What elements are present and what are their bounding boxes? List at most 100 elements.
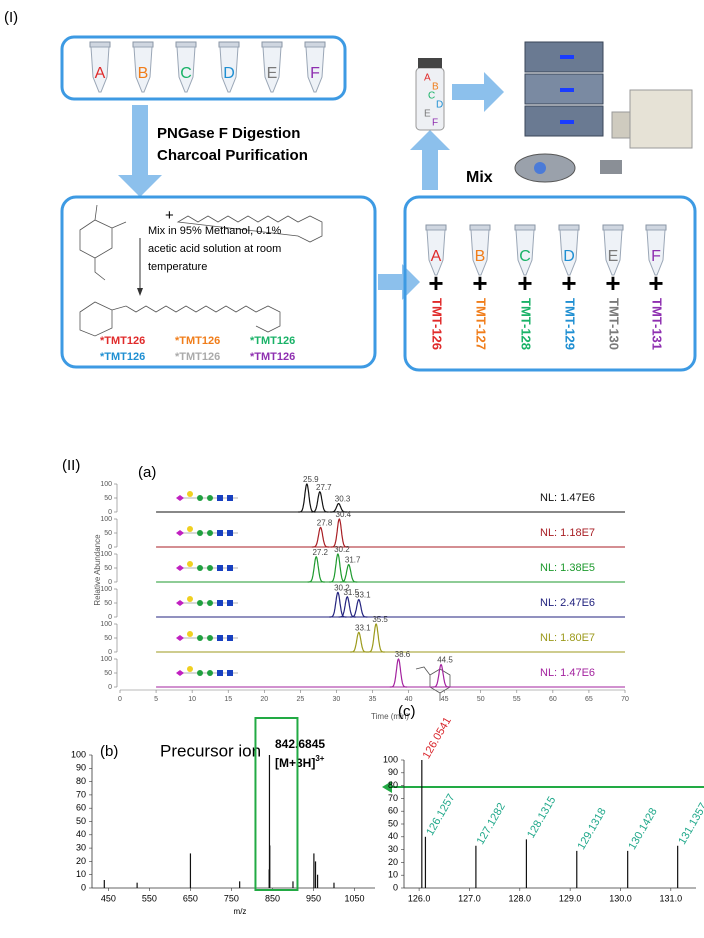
peak-label: 27.8 (317, 519, 333, 528)
y-tick-label: 80 (76, 776, 86, 786)
glycan (217, 600, 223, 606)
glycan (187, 526, 193, 532)
peak-label: 128.1315 (525, 795, 558, 841)
y-tick-label: 90 (76, 763, 86, 773)
vial-letter: E (424, 109, 431, 120)
peak-label: 44.5 (437, 656, 453, 665)
subpanel-label: (a) (138, 464, 156, 481)
tube-cap (132, 41, 154, 48)
glycan (217, 635, 223, 641)
x-tick-label: 750 (224, 893, 239, 903)
tube-cap (218, 41, 240, 48)
peak-label: 31.5 (343, 588, 359, 597)
step-text: PNGase F Digestion (157, 125, 300, 142)
peak (329, 591, 347, 618)
x-axis-label: Time (min) (371, 712, 409, 721)
glycan (207, 600, 213, 606)
peak-label: 126.1257 (424, 792, 457, 838)
tube-cap (514, 224, 536, 231)
y-tick-label: 40 (388, 831, 398, 841)
glycan (217, 495, 223, 501)
x-tick-label: 45 (441, 696, 449, 703)
glycan (227, 530, 233, 536)
y-tick-label: 100 (100, 516, 112, 523)
y-tick-label: 100 (383, 754, 398, 764)
y-tick-label: 50 (104, 495, 112, 502)
glycan (227, 495, 233, 501)
tube (176, 46, 196, 93)
y-tick-label: 0 (393, 882, 398, 892)
y-tick-label: 20 (76, 856, 86, 866)
plus-sign: + (605, 268, 620, 298)
tag-label: *TMT126 (175, 351, 220, 363)
tube-letter: C (180, 65, 192, 82)
x-tick-label: 850 (265, 893, 280, 903)
glycan (197, 495, 203, 501)
glycan (197, 670, 203, 676)
x-tick-label: 950 (306, 893, 321, 903)
peak (389, 658, 408, 688)
peak-label: 38.6 (395, 650, 411, 659)
glycan (176, 600, 184, 606)
peak (340, 563, 358, 583)
y-tick-label: 50 (104, 670, 112, 677)
glycan (187, 561, 193, 567)
glycan (207, 565, 213, 571)
tube-letter: A (95, 65, 106, 82)
peak (330, 518, 348, 548)
glycan (197, 565, 203, 571)
tube (515, 229, 535, 276)
tube-letter: F (651, 248, 661, 265)
y-tick-label: 50 (104, 635, 112, 642)
plus-sign: + (165, 207, 174, 224)
tube (646, 229, 666, 276)
y-tick-label: 50 (388, 818, 398, 828)
tube (219, 46, 239, 93)
y-tick-label: 0 (81, 882, 86, 892)
vial-letter: D (436, 100, 443, 111)
tube-letter: E (267, 65, 278, 82)
y-tick-label: 100 (100, 481, 112, 488)
glycan (207, 495, 213, 501)
arrow-down (118, 105, 162, 197)
plus-sign: + (472, 268, 487, 298)
vial-cap (418, 58, 442, 68)
y-axis-label: Relative Abundance (93, 534, 102, 606)
tube-letter: B (138, 65, 149, 82)
tube (133, 46, 153, 93)
vial-letter: A (424, 73, 431, 84)
peak (311, 526, 330, 548)
x-tick-label: 20 (260, 696, 268, 703)
x-tick-label: 40 (405, 696, 413, 703)
tmt-label: TMT-128 (519, 298, 534, 350)
nl-label: NL: 1.47E6 (540, 667, 595, 679)
tube-letter: D (563, 248, 575, 265)
x-tick-label: 127.0 (458, 893, 481, 903)
peak-label: 30.3 (335, 495, 351, 504)
glycan (176, 635, 184, 641)
vial-letter: C (428, 91, 435, 102)
nl-label: NL: 1.38E5 (540, 562, 595, 574)
peak (432, 663, 450, 688)
x-tick-label: 50 (477, 696, 485, 703)
glycan (176, 530, 184, 536)
tube-cap (175, 41, 197, 48)
glycan (176, 565, 184, 571)
x-axis-label: m/z (234, 907, 247, 916)
glycan (187, 491, 193, 497)
plus-sign: + (648, 268, 663, 298)
step-text: Charcoal Purification (157, 147, 308, 164)
peak-label: 30.4 (336, 510, 352, 519)
y-tick-label: 80 (388, 780, 398, 790)
y-tick-label: 0 (108, 544, 112, 551)
reaction-box (60, 195, 377, 369)
x-tick-label: 1050 (344, 893, 364, 903)
y-tick-label: 60 (388, 806, 398, 816)
y-tick-label: 100 (100, 621, 112, 628)
tube (559, 229, 579, 276)
glycan (197, 600, 203, 606)
sample-box (60, 35, 347, 101)
x-tick-label: 450 (101, 893, 116, 903)
tube (262, 46, 282, 93)
